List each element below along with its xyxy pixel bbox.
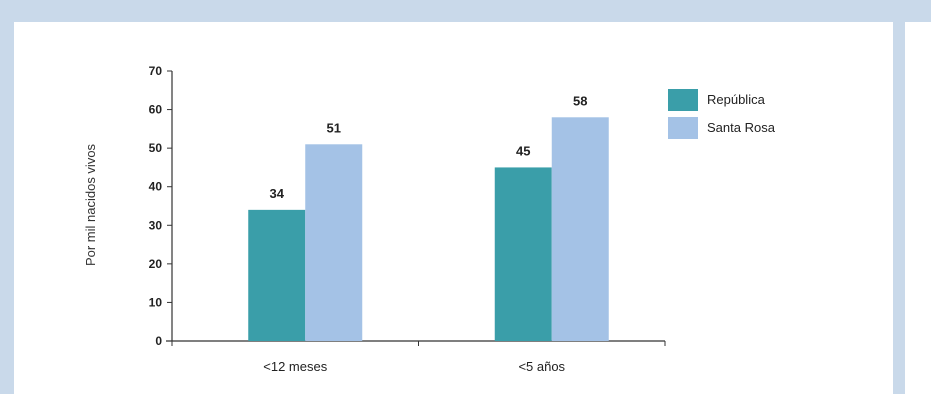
chart-axes: 0 10 20 30 40 50 60 70 (149, 64, 666, 348)
y-axis-label: Por mil nacidos vivos (83, 143, 98, 266)
right-panel-edge (905, 22, 931, 394)
data-label: 58 (573, 93, 587, 108)
y-tick-label: 40 (149, 180, 163, 194)
y-tick-label: 0 (155, 334, 162, 348)
y-tick-label: 30 (149, 218, 163, 232)
chart-legend: República Santa Rosa (668, 89, 776, 139)
y-tick-label: 20 (149, 257, 163, 271)
data-label: 51 (327, 120, 341, 135)
data-label: 45 (516, 143, 530, 158)
bar-republica (494, 167, 552, 341)
y-tick-label: 50 (149, 141, 163, 155)
legend-swatch (668, 117, 698, 139)
y-tick-label: 10 (149, 295, 163, 309)
chart-panel (14, 22, 893, 394)
bar-santa-rosa (551, 117, 609, 342)
y-tick-label: 70 (149, 64, 163, 78)
chart-bars (248, 117, 609, 342)
legend-label: Santa Rosa (707, 120, 776, 135)
bar-republica (248, 209, 306, 341)
legend-label: República (707, 92, 766, 107)
x-category-label: <5 años (518, 359, 565, 374)
data-label: 34 (270, 186, 285, 201)
bar-santa-rosa (305, 144, 363, 341)
legend-swatch (668, 89, 698, 111)
y-tick-label: 60 (149, 103, 163, 117)
x-category-label: <12 meses (263, 359, 327, 374)
chart-labels: 34 51 <12 meses 45 58 <5 años (263, 93, 587, 374)
